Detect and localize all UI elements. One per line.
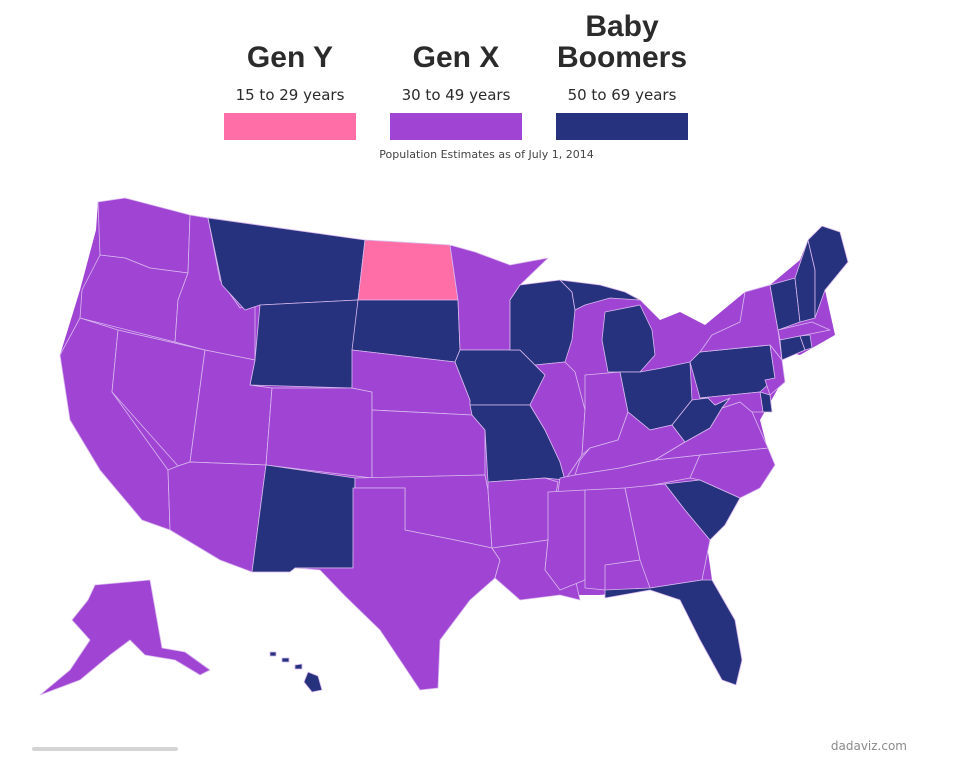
state-wi	[509, 279, 576, 366]
state-hi	[303, 671, 323, 693]
state-hi-island	[294, 663, 303, 670]
state-md	[699, 391, 764, 413]
legend-swatch-gen-y	[224, 113, 356, 140]
credit-text: dadaviz.com	[830, 739, 907, 753]
state-nd	[357, 239, 459, 301]
state-pa	[689, 344, 776, 399]
legend-range-gen-x: 30 to 49 years	[401, 86, 511, 104]
legend-swatch-gen-x	[390, 113, 522, 140]
state-hi-group	[269, 651, 323, 693]
legend-title-gen-y: Gen Y	[246, 41, 334, 74]
state-ks	[371, 409, 486, 479]
state-ak	[39, 579, 211, 696]
state-ri	[799, 334, 813, 351]
legend-title-baby-boomers: Baby Boomers	[556, 10, 688, 74]
state-hi-island	[269, 651, 277, 657]
state-wy	[249, 299, 359, 389]
state-ms	[544, 489, 586, 591]
legend-swatch-baby-boomers	[556, 113, 688, 140]
state-nm	[251, 464, 356, 573]
state-fl	[604, 579, 743, 686]
state-me	[807, 225, 849, 319]
legend-title-gen-x: Gen X	[412, 41, 500, 74]
state-ma	[777, 321, 831, 341]
state-co	[265, 387, 373, 479]
state-tx	[294, 487, 501, 691]
legend-range-baby-boomers: 50 to 69 years	[567, 86, 677, 104]
state-mi	[559, 279, 656, 373]
horizontal-scrollbar[interactable]	[32, 747, 178, 751]
legend-range-gen-y: 15 to 29 years	[235, 86, 345, 104]
state-hi-island	[281, 657, 290, 663]
state-ar	[487, 477, 559, 549]
subtitle: Population Estimates as of July 1, 2014	[379, 148, 594, 161]
state-az	[167, 461, 267, 573]
